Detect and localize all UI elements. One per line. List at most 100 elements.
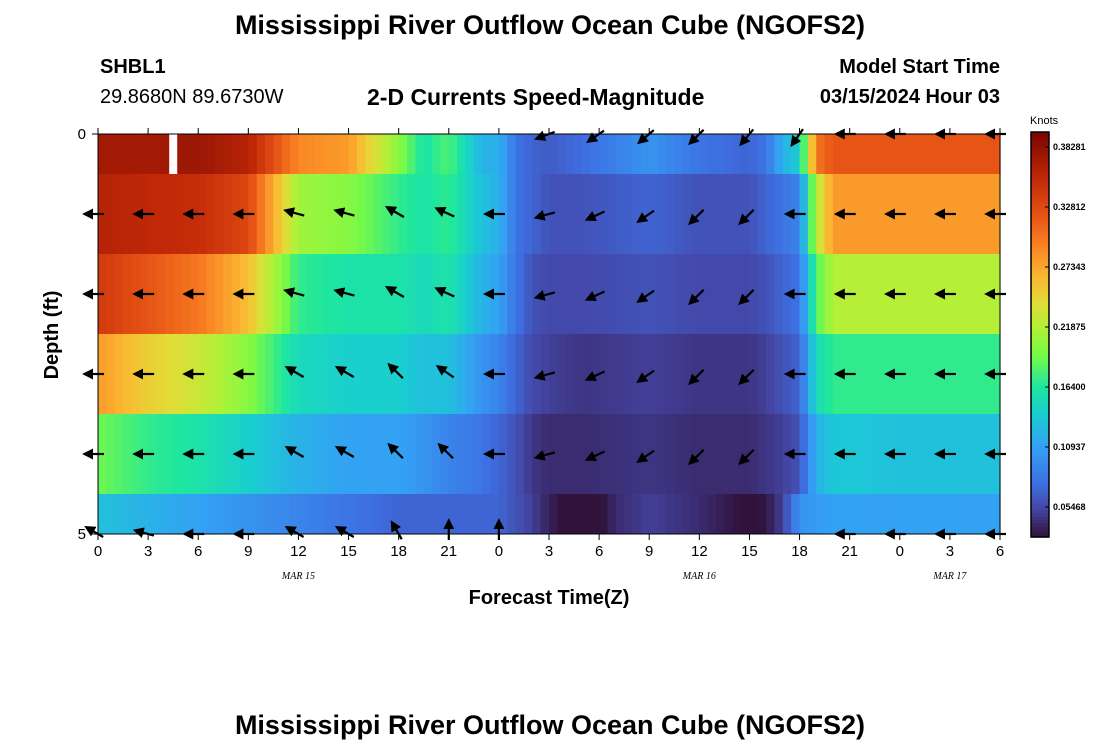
date-label: MAR 15 [281, 571, 315, 582]
heatmap-cell [448, 134, 458, 174]
heatmap-cell [599, 334, 609, 414]
heatmap-cell [615, 334, 625, 414]
colorbar-segment [1031, 469, 1049, 474]
heatmap-cell [348, 494, 358, 534]
heatmap-cell [732, 414, 742, 494]
heatmap-cell [707, 414, 717, 494]
heatmap-cell [415, 174, 425, 254]
heatmap-cell [457, 494, 467, 534]
heatmap-cell [640, 494, 650, 534]
heatmap-cell [757, 494, 767, 534]
heatmap-cell [983, 174, 993, 254]
heatmap-cell [824, 254, 834, 334]
heatmap-cell [98, 134, 107, 174]
heatmap-cell [908, 134, 918, 174]
heatmap-cell [582, 134, 592, 174]
colorbar-segment [1031, 314, 1049, 319]
heatmap-cell [632, 134, 642, 174]
heatmap-cell [323, 174, 333, 254]
heatmap-cell [348, 254, 358, 334]
heatmap-cell [273, 494, 283, 534]
heatmap-cell [908, 174, 918, 254]
heatmap-cell [607, 174, 617, 254]
colorbar-tick-label: 0.05468 [1053, 502, 1086, 512]
x-tick-label: 6 [595, 543, 603, 560]
colorbar-segment [1031, 506, 1049, 511]
heatmap-cell [699, 494, 709, 534]
colorbar-tick-label: 0.27343 [1053, 262, 1086, 272]
heatmap-cell [432, 414, 442, 494]
colorbar-segment [1031, 439, 1049, 444]
heatmap-cell [983, 134, 993, 174]
heatmap-cell [874, 334, 884, 414]
heatmap-cell [390, 494, 400, 534]
heatmap-cell [824, 174, 834, 254]
heatmap-cell [381, 134, 391, 174]
heatmap-cell [724, 494, 734, 534]
heatmap-cell [724, 134, 734, 174]
heatmap-cell [298, 334, 308, 414]
heatmap-cell [707, 174, 717, 254]
heatmap-cell [899, 134, 909, 174]
heatmap-cell [407, 414, 416, 494]
heatmap-cell [983, 494, 993, 534]
heatmap-cell [356, 174, 366, 254]
heatmap-cell [231, 334, 241, 414]
colorbar-segment [1031, 452, 1049, 457]
heatmap-cell [933, 494, 943, 534]
heatmap-cell [331, 334, 341, 414]
heatmap-cell [181, 334, 191, 414]
heatmap-cell [991, 134, 1001, 174]
heatmap-cell [256, 174, 266, 254]
heatmap-cell [924, 494, 934, 534]
current-vector [688, 289, 705, 306]
colorbar-segment [1031, 159, 1049, 163]
heatmap-cell [632, 174, 642, 254]
heatmap-cell [356, 134, 366, 174]
heatmap-cell [916, 414, 926, 494]
heatmap-cell [423, 134, 433, 174]
heatmap-cell [582, 254, 592, 334]
heatmap-cell [632, 254, 642, 334]
heatmap-cell [381, 494, 391, 534]
colorbar-segment [1031, 364, 1049, 369]
heatmap-cell [223, 254, 233, 334]
colorbar-segment [1031, 152, 1049, 157]
heatmap-cell [716, 334, 725, 414]
heatmap-cell [482, 334, 492, 414]
heatmap-cell [156, 414, 166, 494]
colorbar-segment [1031, 391, 1049, 396]
heatmap-cell [832, 134, 842, 174]
current-vector [688, 369, 705, 386]
heatmap-cell [423, 494, 433, 534]
max-marker [169, 134, 178, 174]
heatmap-cell [657, 414, 667, 494]
current-vector [434, 206, 455, 218]
chart-subtitle: 2-D Currents Speed-Magnitude [367, 84, 705, 110]
heatmap-cell [415, 254, 425, 334]
heatmap-cell [515, 254, 525, 334]
current-vector [584, 370, 605, 382]
heatmap-cell [883, 134, 893, 174]
heatmap-cell [423, 174, 433, 254]
heatmap-cell [657, 494, 667, 534]
colorbar-frame [1030, 131, 1050, 538]
heatmap-cell [849, 134, 859, 174]
heatmap-cell [933, 134, 943, 174]
heatmap-cell [607, 254, 617, 334]
heatmap-cell [181, 414, 191, 494]
heatmap-cell [398, 334, 408, 414]
heatmap-cell [365, 334, 375, 414]
heatmap-cell [574, 134, 584, 174]
current-vector [688, 449, 705, 466]
colorbar-segment [1031, 260, 1049, 265]
heatmap-cell [665, 134, 675, 174]
heatmap-cell [265, 134, 274, 174]
colorbar-segment [1031, 472, 1049, 477]
heatmap-cell [908, 334, 918, 414]
heatmap-cell [457, 334, 467, 414]
heatmap-cell [356, 334, 366, 414]
heatmap-cell [423, 254, 433, 334]
colorbar-segment [1031, 270, 1049, 275]
colorbar-segment [1031, 405, 1049, 410]
